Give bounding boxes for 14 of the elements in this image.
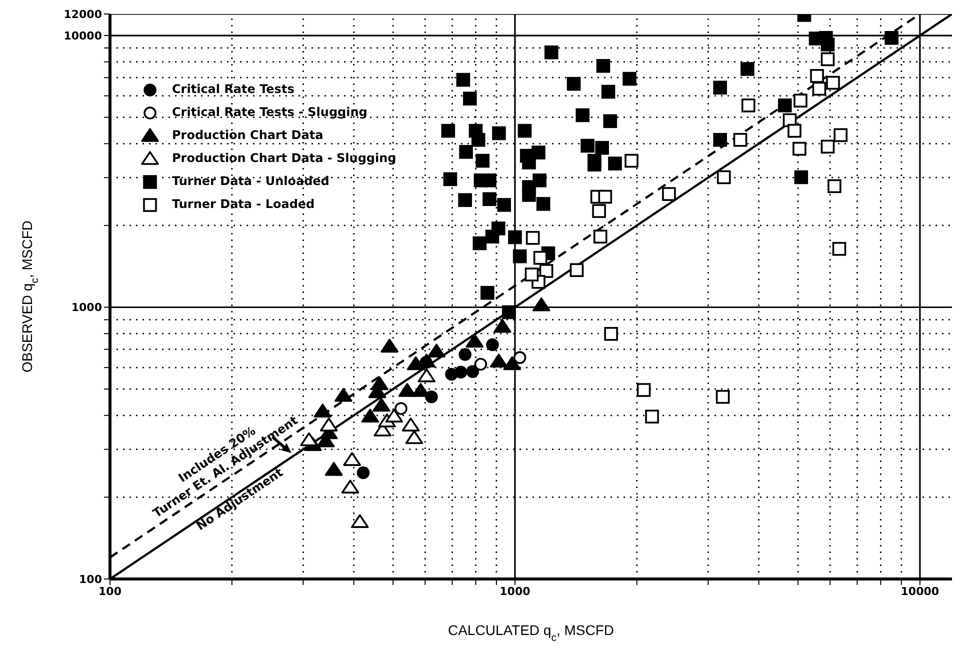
x-tick-label: 1000 [500,584,531,598]
legend-label: Critical Rate Tests [172,81,294,98]
legend-label: Production Chart Data [172,127,324,144]
y-tick-label: 10000 [64,29,102,42]
x-tick-label: 10000 [900,584,940,598]
legend-label: Turner Data - Loaded [172,196,315,213]
y-tick-label: 100 [79,572,102,586]
legend-label: Turner Data - Unloaded [172,173,330,190]
legend-label: Production Chart Data - Slugging [172,150,396,167]
y-tick-label: 1000 [71,301,102,314]
x-tick-label: 100 [98,584,122,598]
legend-label: Critical Rate Tests - Slugging [172,104,368,121]
y-tick-label: 12000 [64,8,102,21]
x-axis-title: CALCULATED q$_{c}$, MSCFD [448,622,614,644]
